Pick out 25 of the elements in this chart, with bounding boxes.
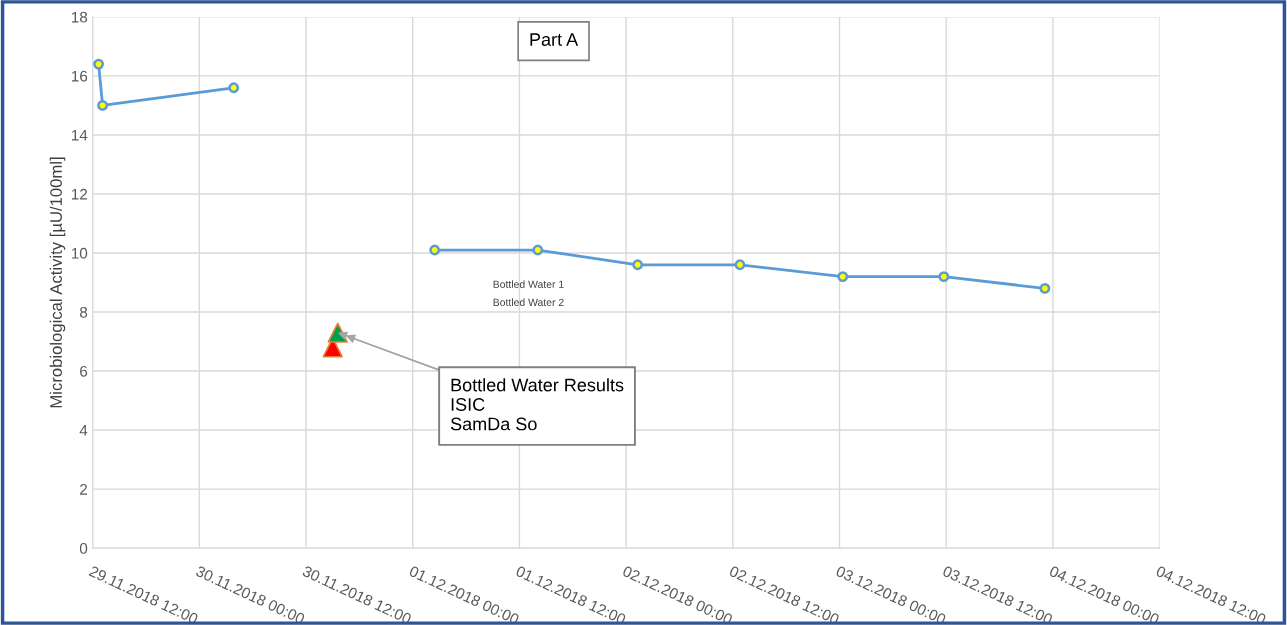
point (93, 58, 105, 70)
y-tick-label: 0 (79, 542, 88, 554)
point (97, 100, 109, 111)
point (734, 259, 746, 271)
point (837, 271, 849, 283)
y-tick-label: 16 (71, 70, 88, 82)
annotation: Bottled Water 1 (493, 280, 564, 288)
point (632, 259, 644, 271)
annotation: Bottled Water Results ISIC SamDa So (450, 378, 624, 431)
point (1039, 282, 1051, 294)
annotation: Bottled Water 2 (493, 298, 564, 307)
y-tick-label: 2 (80, 483, 88, 495)
y-tick-label: 18 (71, 11, 88, 23)
y-tick-label: 14 (71, 129, 88, 141)
text: Part A (530, 33, 579, 46)
point (228, 82, 240, 94)
y-tick-label: 8 (79, 306, 88, 318)
y-tick-label: 4 (79, 425, 88, 436)
point (429, 244, 441, 256)
point (938, 271, 950, 283)
y-axis-title: Microbiological Activity [µU/100ml] (49, 157, 66, 408)
y-tick-label: 12 (71, 188, 88, 200)
y-tick-label: 6 (80, 365, 88, 377)
y-tick-label: 10 (71, 247, 88, 259)
point (532, 244, 544, 256)
